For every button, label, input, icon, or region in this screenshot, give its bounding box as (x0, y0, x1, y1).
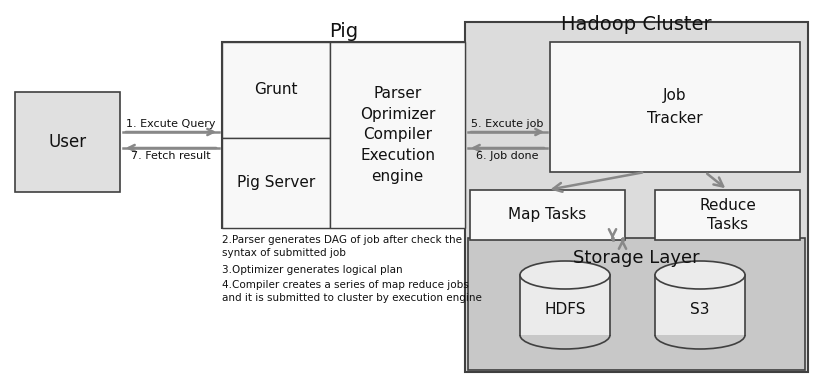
Text: Job
Tracker: Job Tracker (647, 88, 702, 126)
Text: 1. Excute Query: 1. Excute Query (126, 119, 215, 129)
Text: Reduce
Tasks: Reduce Tasks (699, 197, 756, 232)
Bar (470, 190, 625, 240)
Bar (330, 42, 465, 228)
Text: Pig: Pig (329, 22, 358, 41)
Text: Storage Layer: Storage Layer (573, 249, 700, 267)
Bar (15, 92, 120, 192)
Text: Grunt: Grunt (254, 83, 298, 97)
Text: 7. Fetch result: 7. Fetch result (131, 151, 211, 161)
Bar (520, 275, 610, 335)
Bar (222, 42, 465, 228)
Bar (655, 190, 800, 240)
Bar (550, 42, 800, 172)
Text: Parser
Oprimizer
Compiler
Execution
engine: Parser Oprimizer Compiler Execution engi… (360, 86, 435, 185)
Text: 4.Compiler creates a series of map reduce jobs
and it is submitted to cluster by: 4.Compiler creates a series of map reduc… (222, 280, 482, 303)
Bar (222, 42, 330, 138)
Text: 6. Job done: 6. Job done (476, 151, 539, 161)
Text: 2.Parser generates DAG of job after check the
syntax of submitted job: 2.Parser generates DAG of job after chec… (222, 235, 462, 258)
Text: HDFS: HDFS (544, 303, 585, 317)
Text: S3: S3 (690, 303, 710, 317)
Bar (465, 22, 808, 372)
Ellipse shape (520, 261, 610, 289)
Text: Map Tasks: Map Tasks (508, 207, 587, 222)
Text: Hadoop Cluster: Hadoop Cluster (561, 15, 712, 34)
Bar (468, 238, 805, 370)
Bar (655, 275, 745, 335)
Bar (222, 138, 330, 228)
Text: 3.Optimizer generates logical plan: 3.Optimizer generates logical plan (222, 265, 402, 275)
Text: 5. Excute job: 5. Excute job (472, 119, 544, 129)
Text: Pig Server: Pig Server (237, 175, 315, 191)
Ellipse shape (655, 261, 745, 289)
Text: User: User (49, 133, 86, 151)
